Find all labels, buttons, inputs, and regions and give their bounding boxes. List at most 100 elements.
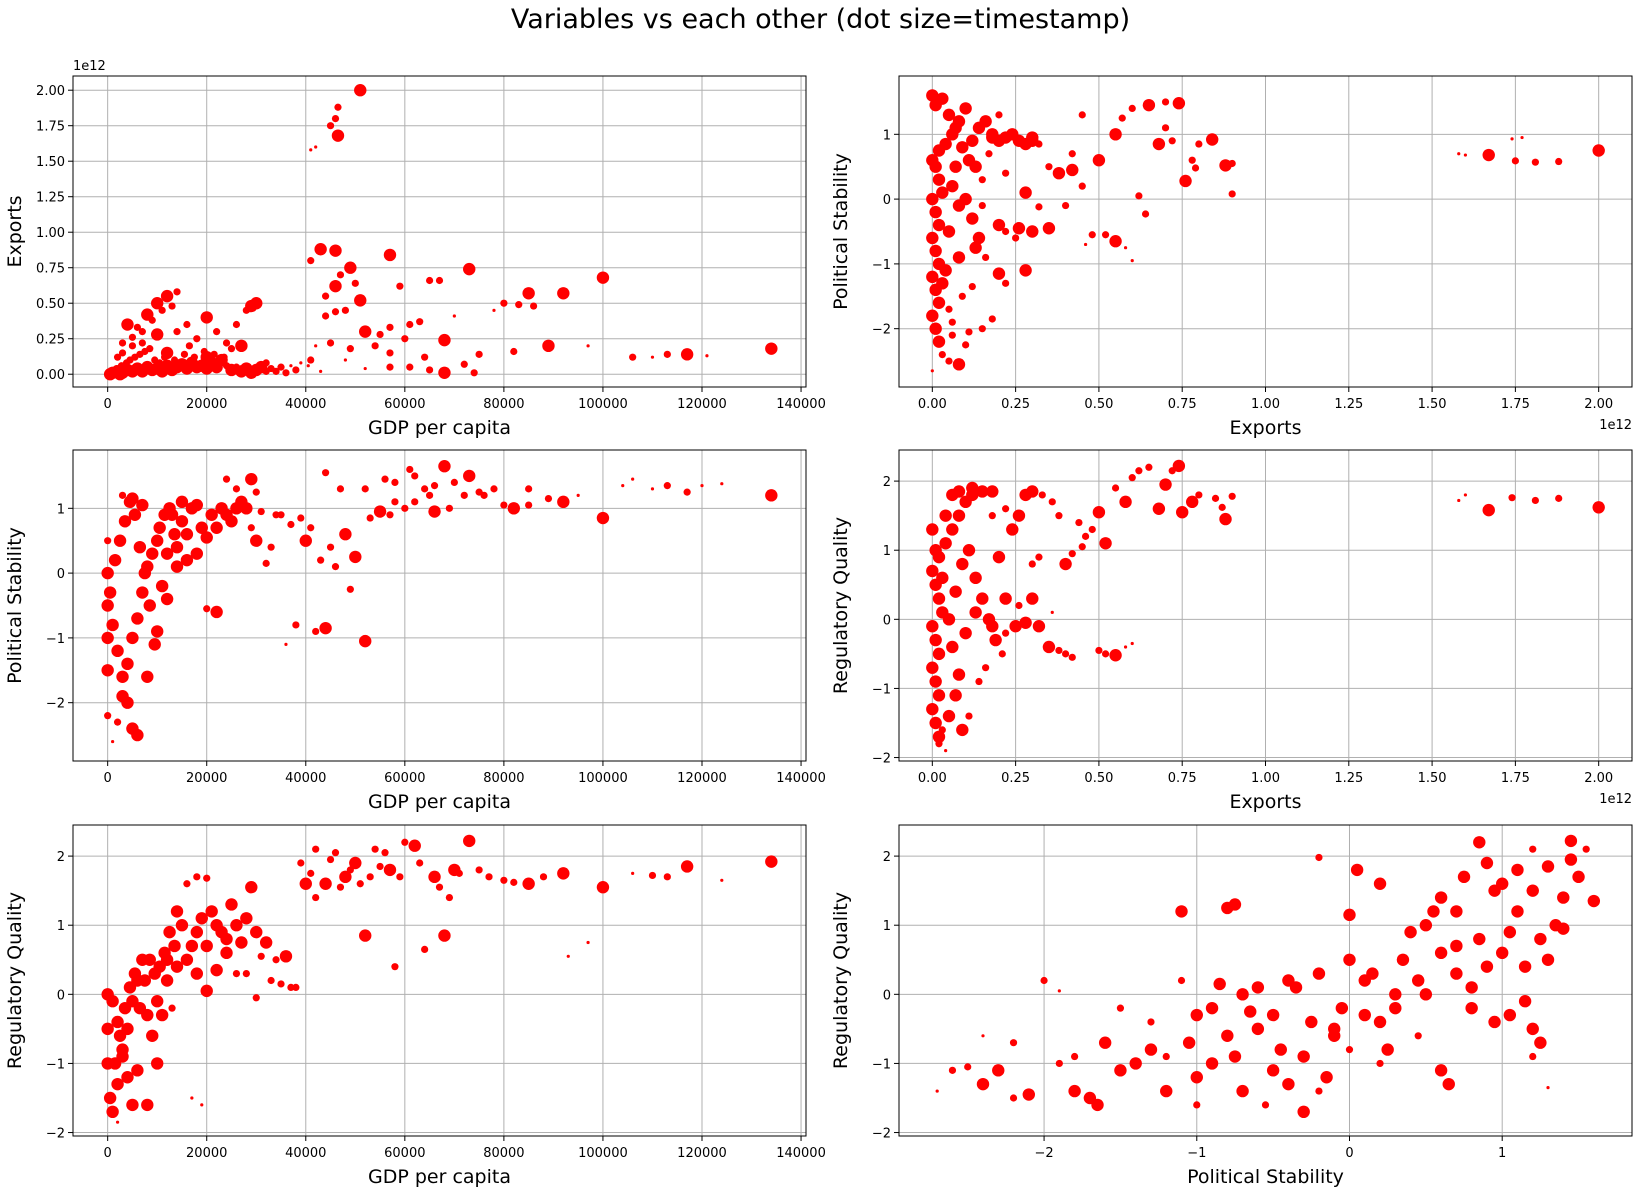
x-tick-label: 1.25: [1334, 397, 1363, 412]
y-tick-label: 0.25: [36, 333, 65, 348]
data-point: [1564, 834, 1578, 848]
data-point: [383, 248, 397, 262]
y-axis-label: Exports: [4, 195, 26, 267]
data-point: [210, 919, 223, 932]
data-point: [331, 308, 340, 316]
data-point: [1343, 908, 1356, 922]
data-point: [121, 318, 134, 331]
data-point: [242, 969, 250, 978]
data-point: [391, 478, 399, 486]
data-point: [406, 465, 414, 474]
data-point: [1048, 498, 1056, 506]
data-point: [118, 515, 132, 528]
y-tick-label: −1: [46, 632, 65, 647]
data-point: [1557, 891, 1570, 904]
data-point: [929, 544, 942, 557]
data-point: [935, 740, 943, 748]
y-tick-label: −1: [872, 258, 891, 273]
data-point: [1123, 645, 1128, 649]
data-point: [932, 296, 946, 309]
data-point: [1373, 1015, 1387, 1029]
data-point: [1190, 1071, 1203, 1084]
data-point: [1161, 98, 1170, 106]
data-point: [1015, 601, 1023, 610]
data-point: [421, 945, 429, 954]
data-point: [999, 592, 1012, 605]
scatter-points: [103, 84, 778, 381]
data-point: [445, 893, 454, 902]
data-point: [160, 547, 174, 560]
data-point: [700, 484, 704, 488]
data-point: [148, 316, 156, 324]
data-point: [1427, 905, 1440, 918]
data-point: [966, 134, 979, 147]
data-point: [1061, 201, 1070, 210]
data-point: [500, 876, 508, 884]
data-point: [190, 353, 198, 361]
data-point: [319, 877, 332, 890]
data-point: [1482, 148, 1495, 162]
data-point: [1541, 953, 1555, 966]
data-point: [1412, 974, 1425, 987]
data-point: [173, 328, 181, 336]
data-point: [1557, 922, 1570, 935]
data-point: [331, 115, 340, 123]
data-point: [225, 898, 238, 911]
y-axis-offset: 1e12: [73, 59, 106, 74]
data-point: [663, 873, 671, 881]
data-point: [1343, 953, 1356, 966]
data-point: [932, 730, 946, 744]
data-point: [966, 481, 979, 495]
data-point: [1251, 1022, 1265, 1036]
data-point: [1050, 610, 1054, 615]
data-point: [411, 498, 419, 506]
data-point: [705, 354, 709, 358]
y-axis-label: Political Stability: [4, 527, 26, 684]
y-tick-label: 0.50: [36, 297, 65, 312]
data-point: [455, 869, 463, 877]
data-point: [1026, 225, 1039, 238]
data-point: [988, 315, 996, 323]
data-point: [720, 878, 724, 882]
data-point: [995, 111, 1003, 119]
data-point: [929, 633, 942, 647]
data-point: [200, 311, 213, 324]
data-point: [282, 369, 290, 377]
data-point: [111, 739, 115, 744]
data-point: [929, 716, 942, 730]
data-point: [1040, 976, 1048, 985]
data-point: [1035, 553, 1043, 561]
data-point: [306, 364, 310, 368]
data-point: [1526, 1022, 1539, 1036]
data-point: [272, 367, 280, 375]
data-point: [381, 475, 389, 483]
data-point: [200, 347, 208, 356]
data-point: [1592, 144, 1605, 157]
data-point: [168, 528, 181, 541]
data-point: [1188, 156, 1196, 164]
data-point: [650, 355, 655, 359]
data-point: [200, 1103, 204, 1107]
data-point: [1389, 988, 1402, 1001]
data-point: [926, 270, 939, 284]
data-point: [227, 345, 236, 353]
data-point: [250, 534, 263, 547]
data-point: [118, 339, 127, 347]
data-point: [349, 856, 362, 870]
data-point: [932, 592, 946, 605]
data-point: [926, 523, 939, 536]
data-point: [962, 544, 976, 557]
data-point: [1434, 946, 1448, 960]
subplot-6: −2 −1 0 1 −2 −1 0 1 2 Political Stability Regulato…: [830, 824, 1633, 1188]
x-tick-label: 20000: [186, 1146, 227, 1161]
data-point: [235, 936, 248, 949]
data-point: [155, 579, 169, 593]
data-point: [287, 520, 295, 529]
data-point: [942, 613, 956, 626]
data-point: [104, 712, 112, 720]
data-point: [765, 855, 778, 868]
data-point: [170, 540, 184, 554]
data-point: [343, 358, 347, 362]
data-point: [1019, 616, 1032, 629]
